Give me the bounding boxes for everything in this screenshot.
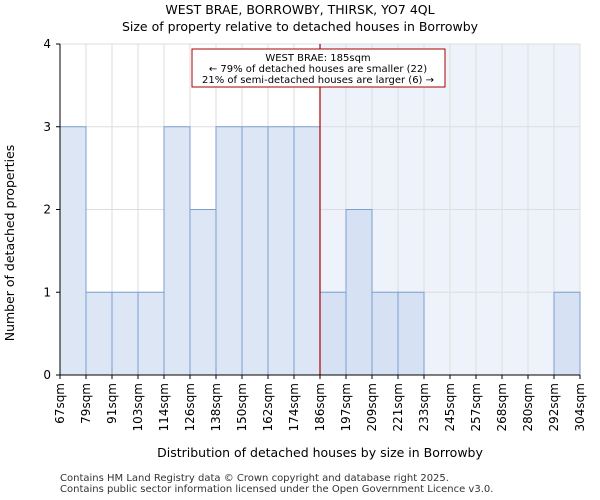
bar [137,291,165,376]
bar [215,126,243,376]
x-tick-labels: 67sqm 79sqm 91sqm 103sqm 114sqm 126sqm 138sqm 1… [53,375,587,431]
y-tick-label: 2 [43,203,51,217]
bar [553,291,581,376]
x-tick-label: 138sqm [209,383,223,431]
annotation-box: WEST BRAE: 185sqm ← 79% of detached hous… [191,48,446,88]
x-tick-label: 91sqm [105,383,119,424]
bar [189,209,217,376]
x-tick-label: 268sqm [495,383,509,431]
bars-group [59,126,581,376]
chart-title: WEST BRAE, BORROWBY, THIRSK, YO7 4QL [165,2,434,17]
x-tick-label: 174sqm [287,383,301,431]
y-tick-label: 1 [43,285,51,299]
annotation-line-2: ← 79% of detached houses are smaller (22… [209,64,427,75]
bar [345,209,373,376]
bar [59,126,87,376]
x-tick-label: 150sqm [235,383,249,431]
x-tick-label: 233sqm [417,383,431,431]
bar [163,126,191,376]
x-tick-label: 257sqm [469,383,483,431]
x-tick-label: 103sqm [131,383,145,431]
bar [85,291,113,376]
histogram-chart: 67sqm 79sqm 91sqm 103sqm 114sqm 126sqm 138sqm 1… [2,2,587,460]
x-tick-label: 126sqm [183,383,197,431]
bar [267,126,295,376]
y-tick-label: 4 [43,37,51,51]
bar [241,126,269,376]
footer-line-1: Contains HM Land Registry data © Crown c… [60,473,449,484]
bar [371,291,399,376]
footer-line-2: Contains public sector information licen… [60,484,494,495]
x-tick-label: 221sqm [391,383,405,431]
x-tick-label: 79sqm [79,383,93,424]
y-tick-label: 3 [43,120,51,134]
bar [111,291,139,376]
x-tick-label: 67sqm [53,383,67,424]
y-axis-label: Number of detached properties [2,145,17,342]
bar [397,291,425,376]
y-tick-label: 0 [43,368,51,382]
x-tick-label: 197sqm [339,383,353,431]
x-tick-label: 114sqm [157,383,171,431]
x-tick-label: 186sqm [313,383,327,431]
x-tick-label: 162sqm [261,383,275,431]
y-tick-labels: 0 1 2 3 4 [43,37,60,382]
annotation-line-1: WEST BRAE: 185sqm [265,53,370,64]
annotation-line-3: 21% of semi-detached houses are larger (… [202,75,434,86]
x-tick-label: 304sqm [573,383,587,431]
x-tick-label: 209sqm [365,383,379,431]
x-axis-label: Distribution of detached houses by size … [157,445,483,460]
bar [319,291,347,376]
x-tick-label: 292sqm [547,383,561,431]
x-tick-label: 245sqm [443,383,457,431]
bar [293,126,321,376]
chart-subtitle: Size of property relative to detached ho… [122,19,479,34]
x-tick-label: 280sqm [521,383,535,431]
